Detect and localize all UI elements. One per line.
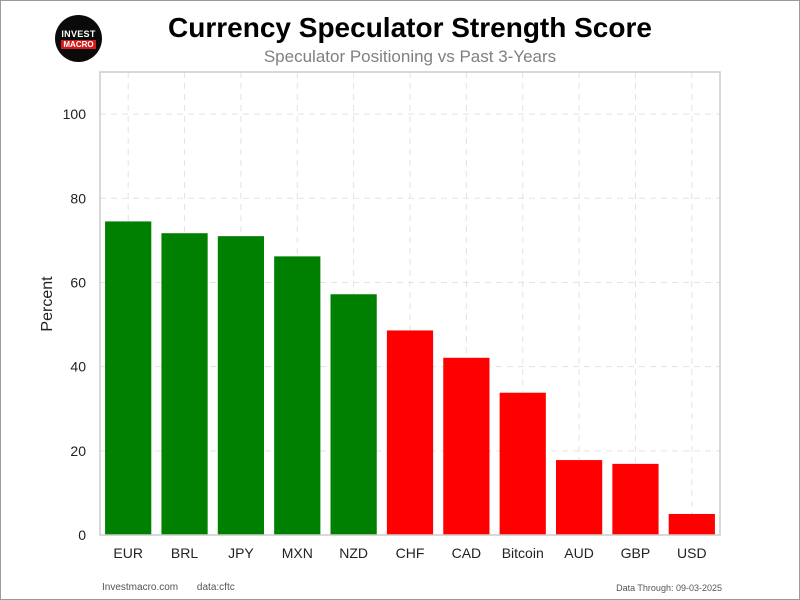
bar-eur (105, 221, 152, 535)
chart-title: Currency Speculator Strength Score (168, 12, 652, 43)
x-tick-label: MXN (282, 545, 313, 561)
footer-site: Investmacro.com (102, 582, 179, 593)
y-tick-label: 40 (70, 359, 86, 375)
bars-layer (105, 221, 715, 535)
bar-usd (668, 513, 715, 535)
y-tick-label: 60 (70, 274, 86, 290)
plot-border (99, 71, 721, 536)
y-axis-label: Percent (39, 276, 56, 332)
y-tick-label: 0 (78, 527, 86, 543)
bar-nzd (330, 294, 377, 535)
x-tick-label: USD (677, 545, 707, 561)
x-tick-label: BRL (171, 545, 198, 561)
x-tick-label: NZD (339, 545, 368, 561)
y-tick-label: 100 (63, 106, 87, 122)
investmacro-logo: INVEST MACRO (55, 15, 102, 62)
logo-text-top: INVEST (61, 28, 96, 39)
x-tick-label: AUD (564, 545, 594, 561)
x-tick-label: CAD (452, 545, 482, 561)
axis-layer: 0 20 40 60 80 100 EUR BRL JPY MXN NZD CHF CAD Bitcoin… (63, 71, 721, 561)
bar-aud (555, 460, 603, 535)
bar-mxn (274, 256, 321, 535)
bar-brl (161, 233, 208, 535)
footer-date: Data Through: 09-03-2025 (616, 583, 722, 593)
footer-source: data:cftc (196, 582, 235, 593)
footer-left: Investmacro.com data:cftc (102, 582, 235, 593)
x-tick-label: JPY (228, 545, 254, 561)
logo-text-bottom: MACRO (61, 39, 96, 49)
x-tick-label: EUR (113, 545, 143, 561)
bar-cad (443, 357, 490, 535)
bar-chf (386, 330, 434, 535)
bar-gbp (612, 463, 659, 535)
bar-jpy (217, 236, 265, 535)
bar-bitcoin (499, 392, 546, 535)
y-tick-label: 80 (70, 190, 86, 206)
x-tick-label: Bitcoin (502, 545, 544, 561)
x-tick-label: GBP (621, 545, 651, 561)
chart-subtitle: Speculator Positioning vs Past 3-Years (263, 47, 557, 66)
x-tick-label: CHF (396, 545, 425, 561)
y-tick-label: 20 (70, 443, 86, 459)
